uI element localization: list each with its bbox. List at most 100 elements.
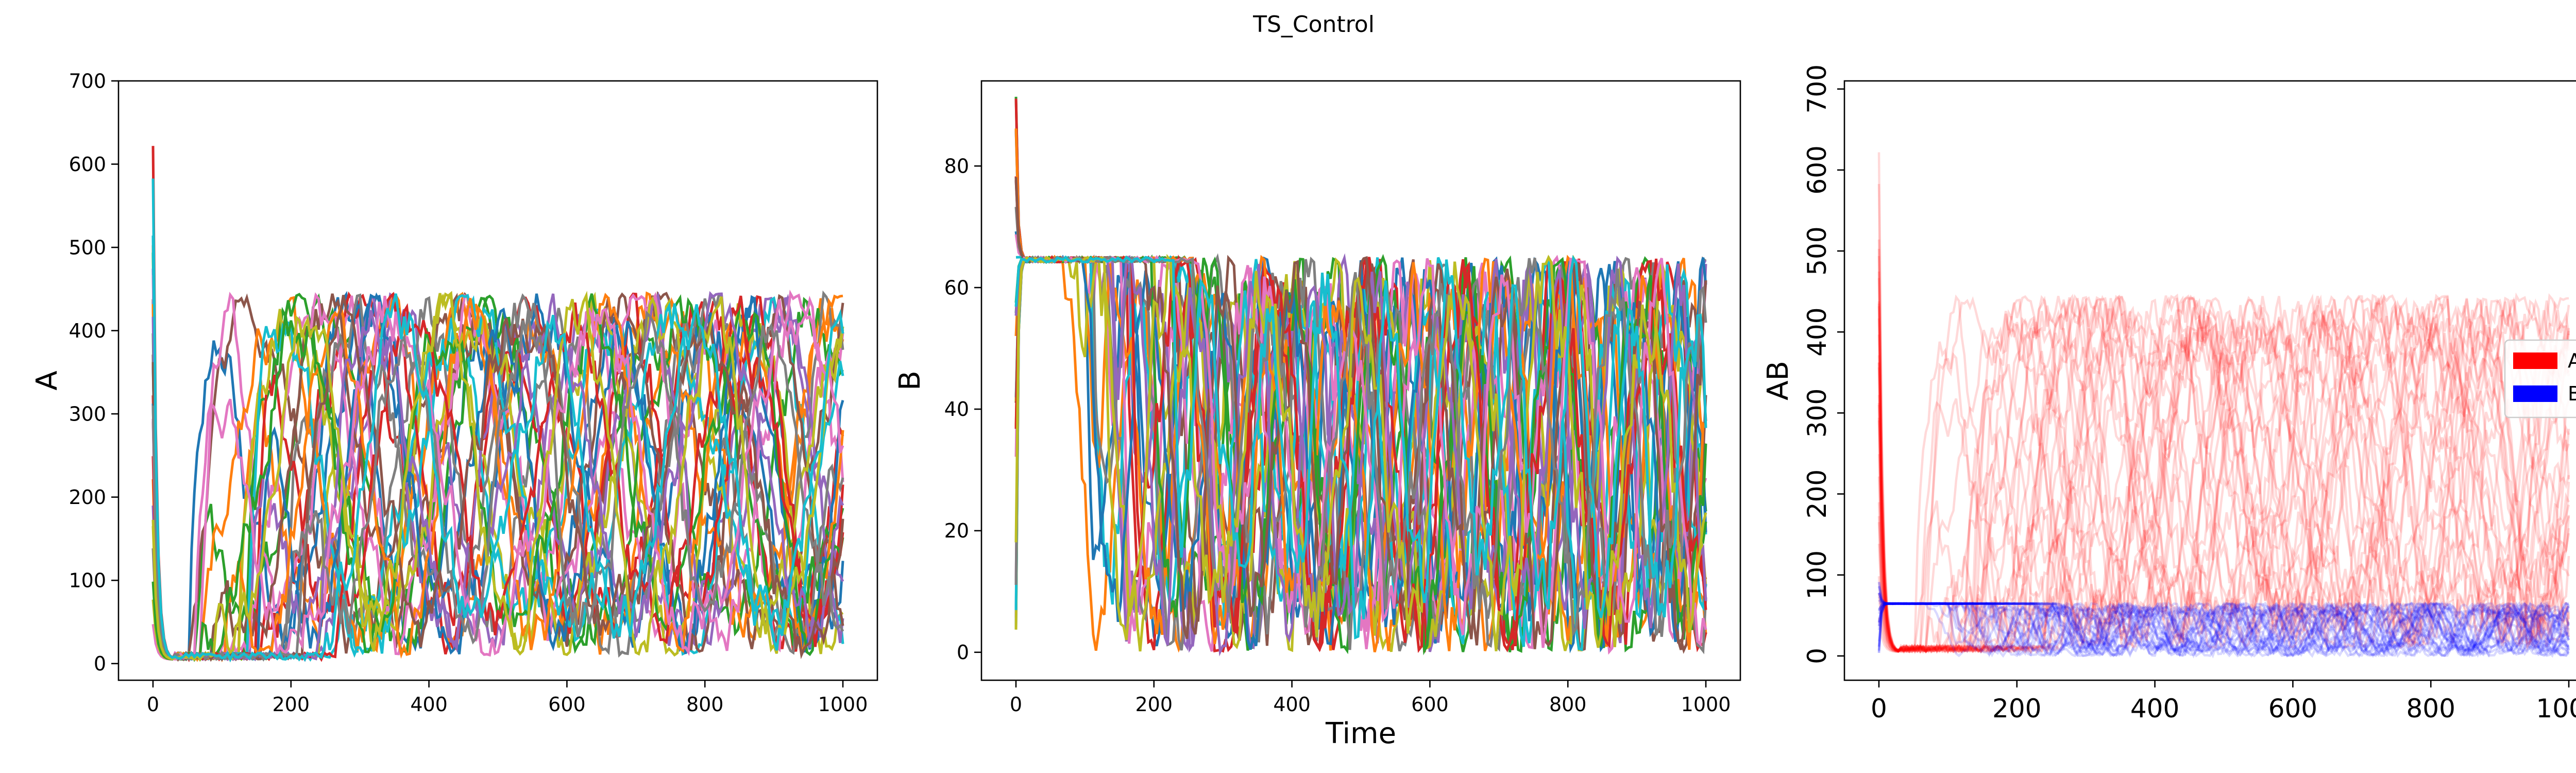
series-a-line — [1877, 293, 2570, 654]
series-a-line — [1877, 295, 2570, 654]
series-line — [1014, 255, 1707, 652]
y-tick-label: 600 — [69, 153, 106, 176]
y-tick-label: 60 — [944, 276, 969, 299]
series-b-line — [1877, 601, 2570, 656]
x-tick-label: 400 — [410, 693, 448, 716]
y-tick-label: 600 — [1802, 145, 1832, 194]
y-tick-label: 300 — [69, 402, 106, 425]
y-tick-label: 100 — [1802, 550, 1832, 599]
y-tick-label: 200 — [1802, 469, 1832, 518]
x-tick-label: 800 — [686, 693, 724, 716]
series-b-line — [1877, 601, 2570, 659]
series-b-line — [1877, 601, 2570, 658]
y-tick-label: 400 — [1802, 307, 1832, 356]
series-a-line — [1877, 298, 2570, 654]
series-line — [1014, 255, 1707, 651]
series-b-line — [1877, 601, 2570, 655]
series-b-line — [1878, 599, 2569, 658]
series-a-line — [1877, 295, 2570, 653]
y-axis-label: AB — [1761, 361, 1795, 400]
x-tick-label: 800 — [1549, 693, 1587, 716]
series-b-line — [1877, 582, 2570, 658]
x-tick-label: 1000 — [2536, 694, 2576, 724]
x-tick-label: 600 — [2268, 694, 2317, 724]
series-b-line — [1879, 601, 2570, 657]
figure-title: TS_Control — [1252, 11, 1375, 38]
panel-b: 0 200 400 600 800 1000 0 20 40 60 80 B Time — [893, 80, 1741, 750]
y-tick-label: 700 — [69, 70, 106, 92]
y-tick-label: 0 — [1802, 648, 1832, 664]
series-b-line — [1877, 592, 2570, 657]
series-a-line — [1877, 293, 2570, 654]
series-a-line — [1877, 271, 2570, 654]
y-tick-label: 20 — [944, 519, 969, 542]
y-tick-label: 100 — [69, 569, 106, 592]
x-tick-label: 1000 — [1681, 693, 1731, 716]
series-line — [151, 295, 844, 661]
plot-area — [1877, 152, 2570, 659]
series-b-line — [1877, 601, 2570, 657]
y-tick-label: 400 — [69, 320, 106, 342]
x-tick-label: 1000 — [818, 693, 868, 716]
series-line — [1014, 256, 1707, 637]
series-a-line — [1877, 152, 2570, 653]
series-b-line — [1877, 602, 2569, 658]
series-line — [151, 291, 844, 661]
series-line — [151, 310, 844, 662]
y-axis-label: B — [893, 371, 927, 390]
series-b-line — [1877, 602, 2570, 658]
plot-area — [151, 146, 844, 663]
series-line — [151, 178, 844, 663]
series-a-line — [1877, 294, 2570, 654]
series-a-line — [1877, 294, 2570, 653]
series-a-line — [1877, 256, 2570, 653]
x-tick-label: 400 — [2130, 694, 2179, 724]
y-tick-label: 80 — [944, 155, 969, 177]
y-axis-label: A — [30, 371, 64, 390]
x-tick-label: 0 — [1871, 694, 1887, 724]
panel-ab: 0 200 400 600 800 1000 0 100 200 300 400 500 600 700 A… — [1761, 64, 2576, 724]
series-b-line — [1877, 581, 2570, 658]
series-b-line — [1878, 602, 2570, 658]
series-line — [1014, 254, 1707, 651]
series-a-line — [1877, 294, 2570, 653]
axes-frame — [1843, 80, 2576, 681]
series-a-line — [1877, 183, 2570, 655]
series-a-line — [1877, 295, 2570, 654]
series-a-line — [1877, 278, 2570, 653]
series-line — [1014, 255, 1707, 640]
series-a-line — [1877, 298, 2570, 654]
x-tick-label: 200 — [273, 693, 310, 716]
x-tick-label: 0 — [1010, 693, 1022, 716]
series-b-line — [1877, 592, 2570, 658]
series-a-line — [1877, 293, 2570, 653]
series-a-line — [1877, 296, 2570, 654]
series-b-line — [1877, 602, 2570, 658]
x-tick-label: 600 — [1411, 693, 1449, 716]
series-b-line — [1878, 601, 2570, 656]
series-b-line — [1877, 600, 2569, 658]
series-line — [151, 291, 843, 662]
plot-area — [1014, 96, 1707, 657]
legend-label-b: B — [2568, 382, 2576, 405]
series-a-line — [1877, 293, 2570, 653]
x-axis-label: Time — [1325, 717, 1396, 750]
series-a-line — [1877, 294, 2569, 654]
series-a-line — [1877, 298, 2570, 653]
y-tick-label: 300 — [1802, 389, 1832, 438]
x-tick-label: 400 — [1273, 693, 1311, 716]
panel-a: 0 200 400 600 800 1000 0 100 200 300 400 500 600 700 A — [30, 70, 878, 716]
y-tick-label: 0 — [957, 641, 969, 664]
x-tick-label: 200 — [1136, 693, 1173, 716]
x-tick-label: 200 — [1992, 694, 2041, 724]
x-tick-label: 0 — [147, 693, 159, 716]
y-tick-label: 500 — [69, 236, 106, 259]
legend-swatch-b — [2513, 385, 2557, 402]
series-b-line — [1877, 601, 2570, 657]
series-a-line — [1877, 248, 2570, 654]
y-tick-label: 500 — [1802, 226, 1832, 275]
series-b-line — [1877, 592, 2569, 658]
series-b-line — [1877, 586, 2570, 657]
series-a-line — [1877, 297, 2570, 654]
